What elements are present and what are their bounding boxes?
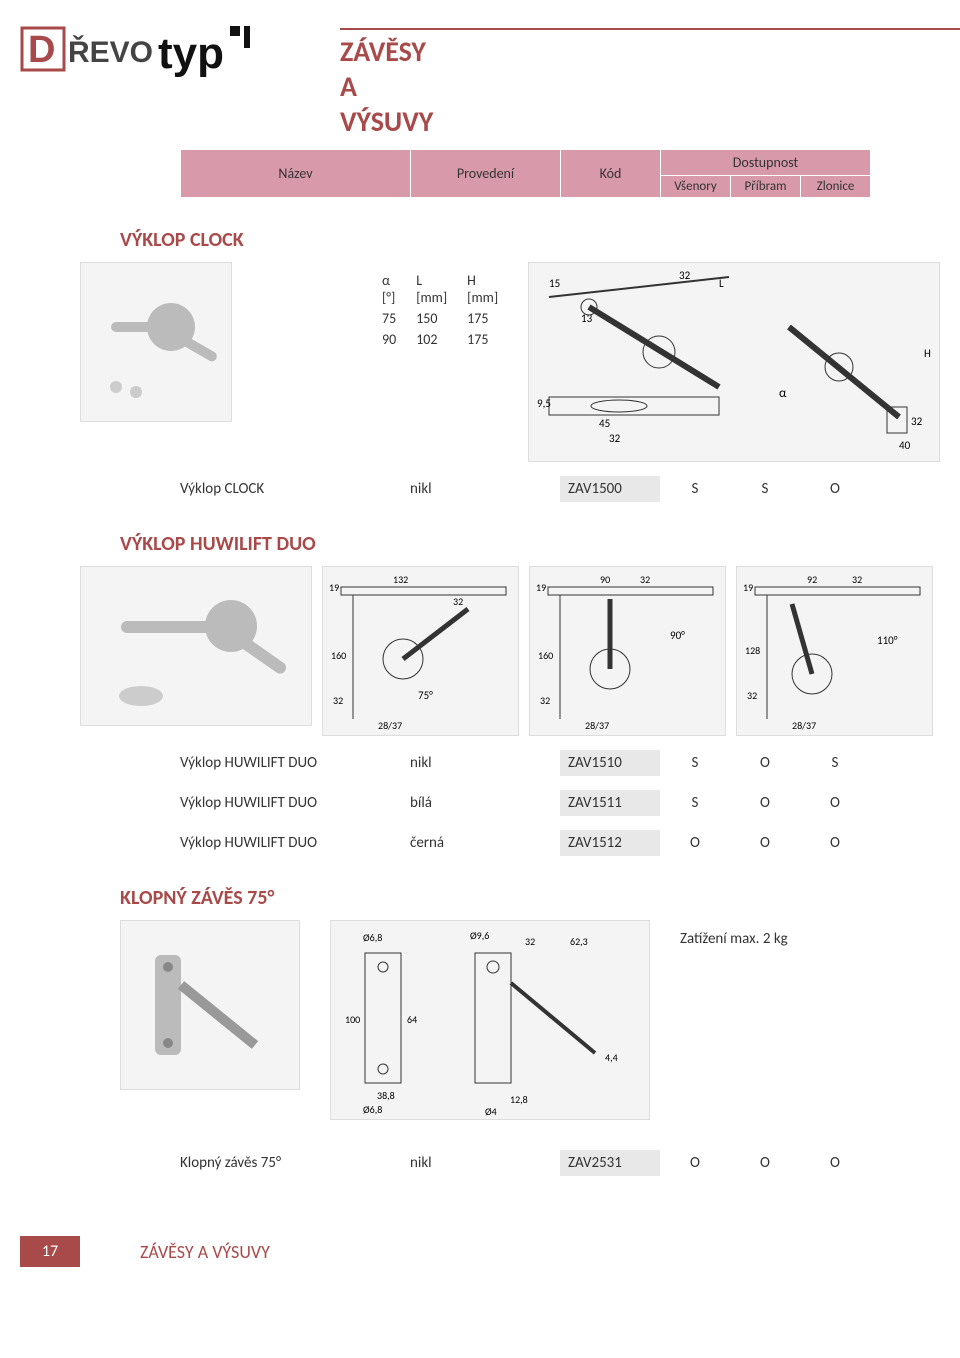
svg-text:15: 15 [549,277,560,290]
svg-text:Ø4: Ø4 [485,1105,497,1118]
svg-text:ŘEVO: ŘEVO [68,35,153,69]
huwi-diagram-90: 19 90 32 160 32 90° 28/37 [529,566,726,736]
hdr-loc1: Všenory [661,176,731,198]
svg-text:28/37: 28/37 [378,719,402,732]
svg-text:α: α [779,386,787,401]
clock-data-row: Výklop CLOCK nikl ZAV1500 S S O [180,476,900,502]
header-columns: Název Provedení Kód Dostupnost Všenory P… [180,149,871,198]
klop-diagram: Ø6,8 38,8 100 64 Ø6,8 Ø9,6 32 62,3 4,4 1… [330,920,650,1120]
name: Výklop HUWILIFT DUO [180,754,410,772]
huwi-data-row: Výklop HUWILIFT DUOniklZAV1510SOS [180,750,900,776]
kod: ZAV1511 [560,790,660,816]
clock-diagram: 15 32 L 13 9,5 45 32 α H 32 40 [528,262,940,462]
prov: černá [410,834,560,852]
name: Výklop CLOCK [180,480,410,498]
klop-note: Zatížení max. 2 kg [680,930,788,948]
huwi-diagram-110: 19 92 32 128 32 110° 28/37 [736,566,933,736]
svg-text:75°: 75° [418,689,433,702]
page-footer: 17 ZÁVĚSY A VÝSUVY [20,1236,900,1267]
svg-text:32: 32 [525,935,535,948]
svg-text:92: 92 [807,573,817,586]
svg-text:32: 32 [679,269,691,282]
svg-text:160: 160 [538,649,553,662]
svg-text:38,8: 38,8 [377,1089,395,1102]
klop-photo [120,920,300,1090]
svg-text:32: 32 [911,415,923,428]
svg-text:90°: 90° [670,629,685,642]
prov: nikl [410,754,560,772]
svg-text:H: H [924,347,931,360]
huwi-data-row: Výklop HUWILIFT DUOčernáZAV1512OOO [180,830,900,856]
svg-text:160: 160 [331,649,346,662]
brand-logo: D ŘEVO typ [20,20,320,80]
svg-text:110°: 110° [877,634,898,647]
svg-text:32: 32 [640,573,650,586]
svg-text:9,5: 9,5 [537,397,551,410]
prov: nikl [410,480,560,498]
page-number: 17 [20,1236,80,1267]
svg-text:Ø6,8: Ø6,8 [363,931,382,944]
svg-text:32: 32 [609,432,621,445]
section-huwi-title: VÝKLOP HUWILIFT DUO [120,532,900,556]
svg-text:D: D [28,29,55,71]
svg-text:132: 132 [393,573,408,586]
svg-text:28/37: 28/37 [792,719,816,732]
section-clock-title: VÝKLOP CLOCK [120,228,900,252]
clock-photo [80,262,232,422]
clock-spec-table: α [°] L [mm] H[mm] 75 150 175 90 102 175 [372,270,508,350]
svg-text:64: 64 [407,1013,417,1026]
svg-text:L: L [719,277,724,290]
huwi-data-row: Výklop HUWILIFT DUObíláZAV1511SOO [180,790,900,816]
svg-text:19: 19 [536,581,546,594]
name: Výklop HUWILIFT DUO [180,834,410,852]
kod: ZAV1512 [560,830,660,856]
svg-text:45: 45 [599,417,610,430]
svg-text:128: 128 [745,644,760,657]
page-title: ZÁVĚSY A VÝSUVY [340,28,960,139]
section-klop-title: KLOPNÝ ZÁVĚS 75° [120,886,900,910]
footer-title: ZÁVĚSY A VÝSUVY [140,1241,270,1263]
prov: bílá [410,794,560,812]
hdr-kod: Kód [561,150,661,198]
svg-text:32: 32 [852,573,862,586]
svg-text:32: 32 [333,694,343,707]
name: Výklop HUWILIFT DUO [180,794,410,812]
svg-text:typ: typ [158,29,224,78]
kod: ZAV1510 [560,750,660,776]
kod: ZAV1500 [560,476,660,502]
svg-text:32: 32 [453,595,463,608]
hdr-prov: Provedení [411,150,561,198]
svg-text:19: 19 [329,581,339,594]
svg-text:40: 40 [899,439,911,452]
hdr-loc3: Zlonice [801,176,871,198]
svg-text:100: 100 [345,1013,360,1026]
huwi-photo [80,566,312,726]
klop-data-row: Klopný závěs 75° nikl ZAV2531 O O O [180,1150,900,1176]
svg-text:90: 90 [600,573,610,586]
hdr-name: Název [181,150,411,198]
huwi-diagram-75: 19 132 32 160 32 75° 28/37 [322,566,519,736]
svg-text:13: 13 [581,312,593,325]
hdr-loc2: Příbram [731,176,801,198]
svg-text:32: 32 [540,694,550,707]
svg-text:4,4: 4,4 [605,1051,618,1064]
spec-c1: L [mm] [406,270,457,308]
hdr-dost: Dostupnost [661,150,871,176]
svg-text:Ø9,6: Ø9,6 [470,929,489,942]
svg-text:19: 19 [743,581,753,594]
spec-c2: H[mm] [457,270,508,308]
spec-c0: α [°] [372,270,406,308]
svg-text:12,8: 12,8 [510,1093,528,1106]
svg-text:32: 32 [747,689,757,702]
svg-text:28/37: 28/37 [585,719,609,732]
svg-text:62,3: 62,3 [570,935,588,948]
svg-text:Ø6,8: Ø6,8 [363,1103,382,1116]
